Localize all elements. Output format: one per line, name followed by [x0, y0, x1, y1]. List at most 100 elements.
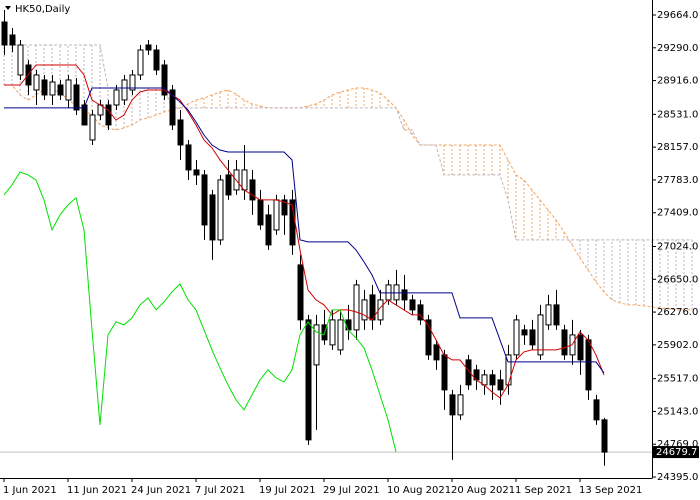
candle-body — [17, 44, 24, 76]
y-tick-label: 25902.0 — [657, 340, 698, 351]
x-tick-label: 11 Jun 2021 — [67, 485, 127, 496]
y-tick-label: 28531.0 — [657, 109, 698, 120]
candle-body — [33, 74, 40, 91]
candle-body — [273, 199, 280, 231]
y-tick-label: 27024.0 — [657, 241, 698, 252]
current-price-label: 24679.7 — [656, 447, 697, 458]
candle-body — [313, 324, 320, 366]
candle-body — [73, 84, 80, 111]
plot-layer — [0, 9, 693, 466]
candle-body — [577, 334, 584, 361]
candle-body — [481, 374, 488, 386]
candle-body — [209, 194, 216, 241]
candle-body — [177, 119, 184, 146]
indicator-line — [4, 64, 605, 399]
candle-body — [361, 299, 368, 321]
candle-body — [145, 44, 152, 51]
y-tick-label: 25517.0 — [657, 374, 698, 385]
candle-body — [241, 169, 248, 191]
candle-body — [513, 319, 520, 356]
candle-body — [345, 319, 352, 331]
symbol-menu-icon[interactable] — [5, 6, 11, 10]
x-tick-label: 1 Jun 2021 — [3, 485, 57, 496]
candle-body — [537, 314, 544, 356]
candle-body — [561, 329, 568, 356]
candle-body — [449, 394, 456, 416]
indicator-line — [3, 171, 397, 453]
candle-body — [193, 169, 200, 176]
candle-body — [305, 319, 312, 441]
y-tick-label: 26650.0 — [657, 274, 698, 285]
chart-title: HK50,Daily — [15, 4, 70, 15]
candle-body — [401, 289, 408, 301]
candle-body — [337, 319, 344, 351]
candle-body — [457, 394, 464, 416]
candle-body — [161, 64, 168, 96]
candle-body — [521, 329, 528, 336]
candle-body — [137, 49, 144, 76]
candle-body — [65, 79, 72, 101]
candle-body — [129, 74, 136, 91]
y-tick-label: 28157.0 — [657, 142, 698, 153]
candle-body — [81, 104, 88, 126]
candle-body — [497, 379, 504, 391]
y-tick-label: 24395.0 — [657, 472, 698, 483]
candle-body — [201, 174, 208, 226]
x-tick-label: 24 Jun 2021 — [131, 485, 191, 496]
candle-body — [433, 344, 440, 361]
candle-body — [441, 354, 448, 391]
candle-body — [425, 319, 432, 356]
candle-body — [585, 339, 592, 391]
candle-body — [489, 374, 496, 386]
candle-body — [417, 304, 424, 321]
y-tick-label: 29664.0 — [657, 10, 698, 21]
candle-body — [281, 199, 288, 216]
candle-body — [113, 89, 120, 106]
candle-body — [257, 199, 264, 226]
y-tick-label: 25143.0 — [657, 406, 698, 417]
x-tick-label: 20 Aug 2021 — [451, 485, 515, 496]
y-tick-label: 29290.0 — [657, 43, 698, 54]
candle-body — [265, 214, 272, 246]
y-tick-label: 26276.0 — [657, 307, 698, 318]
candle-body — [465, 359, 472, 386]
candle-body — [57, 84, 64, 96]
candle-body — [529, 329, 536, 346]
candle-body — [553, 304, 560, 326]
x-tick-label: 1 Sep 2021 — [515, 485, 572, 496]
x-tick-label: 10 Aug 2021 — [387, 485, 451, 496]
candle-body — [9, 34, 16, 46]
candle-body — [409, 299, 416, 311]
x-tick-label: 19 Jul 2021 — [259, 485, 316, 496]
candle-body — [297, 264, 304, 321]
y-tick-label: 28916.0 — [657, 76, 698, 87]
candle-body — [225, 174, 232, 196]
candle-body — [105, 104, 112, 126]
candle-body — [185, 144, 192, 171]
candle-body — [169, 89, 176, 126]
x-tick-label: 13 Sep 2021 — [579, 485, 642, 496]
candle-body — [217, 179, 224, 241]
cloud-span-line — [4, 84, 692, 311]
candle-body — [377, 299, 384, 321]
y-tick-label: 24769.0 — [657, 439, 698, 450]
candle-body — [153, 49, 160, 71]
indicator-line — [4, 87, 605, 374]
candle-body — [89, 114, 96, 141]
candle-body — [329, 319, 336, 346]
candle-body — [49, 81, 56, 96]
candle-body — [545, 304, 552, 326]
candle-body — [41, 79, 48, 96]
x-tick-label: 7 Jul 2021 — [195, 485, 245, 496]
candle-body — [1, 21, 8, 46]
current-price-box — [653, 446, 699, 459]
candle-body — [353, 284, 360, 331]
x-tick-label: 29 Jul 2021 — [323, 485, 380, 496]
candle-body — [593, 399, 600, 421]
y-tick-label: 27409.0 — [657, 208, 698, 219]
y-tick-label: 27783.0 — [657, 175, 698, 186]
candle-body — [249, 179, 256, 201]
